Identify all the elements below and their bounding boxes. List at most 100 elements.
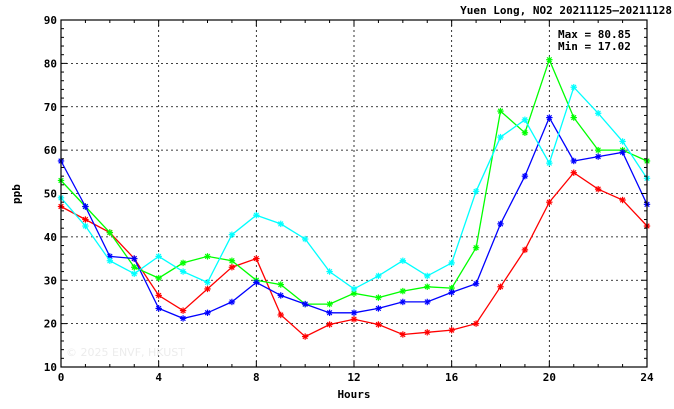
data-point: [350, 316, 358, 323]
data-point: [594, 185, 602, 193]
x-axis-label: Hours: [337, 388, 370, 401]
data-point: [521, 172, 529, 180]
data-point: [253, 211, 260, 219]
data-point: [399, 257, 407, 264]
data-point: [375, 321, 382, 328]
data-point: [546, 159, 553, 167]
y-tick-label: 80: [44, 57, 57, 70]
data-point: [131, 255, 138, 262]
data-point: [399, 298, 407, 306]
data-point: [619, 149, 626, 156]
data-point: [448, 259, 455, 267]
y-tick-label: 50: [44, 188, 57, 201]
data-point: [179, 268, 187, 275]
data-point: [277, 292, 284, 299]
data-point: [375, 294, 382, 301]
data-point: [424, 283, 431, 290]
y-tick-label: 40: [44, 231, 57, 244]
data-point: [546, 198, 553, 206]
data-point: [497, 220, 504, 228]
y-axis-label: ppb: [10, 184, 23, 204]
data-point: [594, 110, 602, 117]
data-point: [106, 229, 114, 236]
data-point: [301, 333, 309, 340]
y-tick-label: 10: [44, 361, 57, 374]
data-point: [228, 231, 236, 238]
data-point: [399, 331, 407, 338]
data-point: [204, 285, 211, 293]
data-point: [326, 268, 333, 275]
data-point: [301, 235, 309, 243]
data-point: [497, 107, 504, 115]
data-point: [619, 138, 626, 145]
x-tick-label: 4: [155, 371, 162, 384]
data-point: [82, 222, 89, 230]
data-point: [472, 188, 480, 195]
data-point: [155, 253, 162, 260]
data-point: [277, 281, 284, 288]
data-point: [619, 196, 626, 204]
data-point: [521, 246, 529, 254]
data-point: [546, 114, 553, 121]
data-point: [82, 216, 89, 223]
axis-ticks: 0 4 8 12 16 20 24 10 20 30 40 50 60 70 80 90: [44, 14, 654, 384]
data-point: [301, 300, 309, 308]
data-point: [472, 280, 480, 287]
y-tick-label: 20: [44, 318, 57, 331]
series-line: [60, 85, 648, 290]
data-point: [228, 298, 236, 306]
data-point: [155, 305, 162, 312]
data-point: [228, 264, 236, 271]
data-point: [131, 270, 138, 277]
y-tick-label: 70: [44, 101, 57, 114]
data-point: [155, 274, 162, 282]
data-point: [570, 169, 577, 176]
data-point: [179, 307, 187, 314]
series-layer: [57, 56, 651, 340]
data-point: [375, 272, 382, 280]
data-point: [521, 129, 529, 136]
watermark: © 2025 ENVF, HKUST: [66, 346, 185, 359]
data-point: [204, 253, 211, 260]
data-point: [375, 305, 382, 312]
min-label: Min = 17.02: [558, 40, 631, 53]
series-3: [57, 114, 651, 322]
data-point: [570, 157, 577, 165]
data-point: [497, 283, 504, 290]
data-point: [399, 287, 407, 295]
data-point: [253, 279, 260, 286]
data-point: [570, 114, 577, 121]
data-point: [350, 309, 358, 316]
data-point: [326, 300, 333, 308]
data-point: [82, 203, 89, 210]
data-point: [204, 279, 211, 286]
x-tick-label: 8: [253, 371, 260, 384]
data-point: [424, 298, 431, 306]
data-point: [228, 257, 236, 264]
data-point: [594, 146, 602, 154]
data-point: [424, 329, 431, 336]
data-point: [448, 289, 455, 296]
data-point: [497, 133, 504, 141]
data-point: [277, 220, 284, 228]
data-point: [106, 257, 114, 264]
data-point: [448, 326, 455, 334]
x-tick-label: 24: [640, 371, 654, 384]
data-point: [179, 315, 187, 322]
data-point: [472, 244, 480, 251]
data-point: [570, 84, 577, 91]
data-point: [472, 320, 480, 327]
data-point: [424, 272, 431, 280]
data-point: [277, 311, 284, 319]
data-point: [155, 292, 162, 299]
y-tick-label: 90: [44, 14, 57, 27]
x-tick-label: 16: [445, 371, 459, 384]
data-point: [179, 259, 187, 267]
y-tick-label: 30: [44, 274, 57, 287]
data-point: [204, 309, 211, 316]
data-point: [253, 255, 260, 262]
max-label: Max = 80.85: [558, 28, 631, 41]
chart-title: Yuen Long, NO2 20211125–20211128: [460, 4, 672, 17]
data-point: [326, 309, 333, 316]
